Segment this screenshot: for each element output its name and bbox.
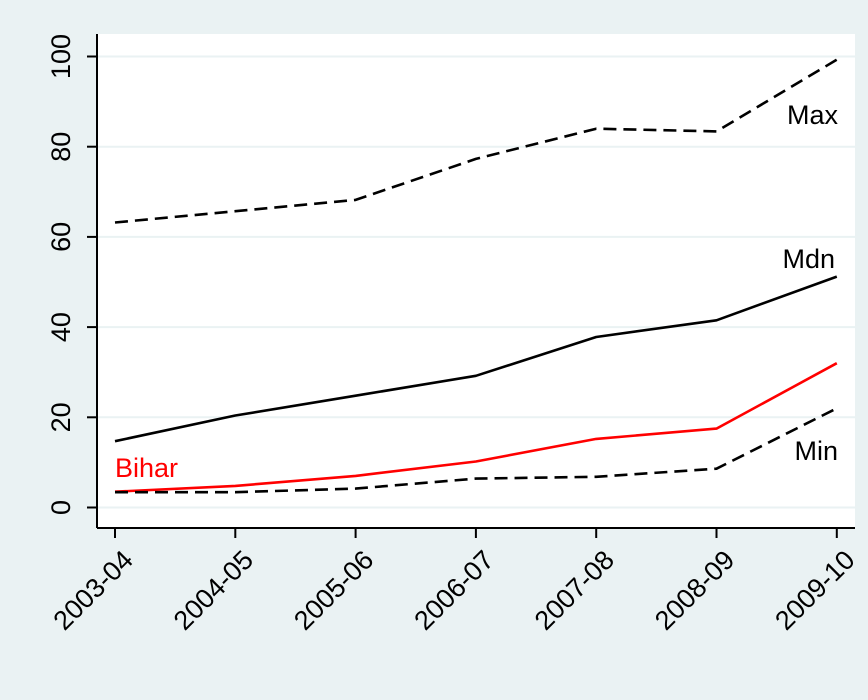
y-tick-label: 100 [46, 34, 76, 79]
y-tick-label: 0 [46, 500, 76, 515]
series-labels: Max Mdn Bihar Min [115, 100, 838, 483]
series-line-bihar [114, 362, 838, 493]
plot-area [97, 34, 855, 528]
x-tick-label: 2004-05 [168, 545, 259, 636]
x-tick-label: 2007-08 [529, 545, 620, 636]
series-label-mdn: Mdn [782, 244, 835, 274]
x-tick-label: 2005-06 [288, 545, 379, 636]
series-line-mdn [114, 275, 838, 443]
x-tick-label: 2003-04 [48, 545, 139, 636]
series-lines [114, 58, 838, 494]
y-tick-label: 80 [46, 132, 76, 162]
axes [87, 34, 855, 538]
x-tick-label: 2008-09 [649, 545, 740, 636]
series-line-min [115, 407, 838, 494]
x-tick-label: 2009-10 [769, 545, 860, 636]
series-label-min: Min [794, 436, 838, 466]
series-label-max: Max [787, 100, 839, 130]
x-tick-label: 2006-07 [408, 545, 499, 636]
series-line-max [114, 58, 838, 224]
series-label-bihar: Bihar [115, 453, 178, 483]
y-tick-label: 60 [46, 222, 76, 252]
y-tick-label: 40 [46, 312, 76, 342]
y-tick-label: 20 [46, 402, 76, 432]
